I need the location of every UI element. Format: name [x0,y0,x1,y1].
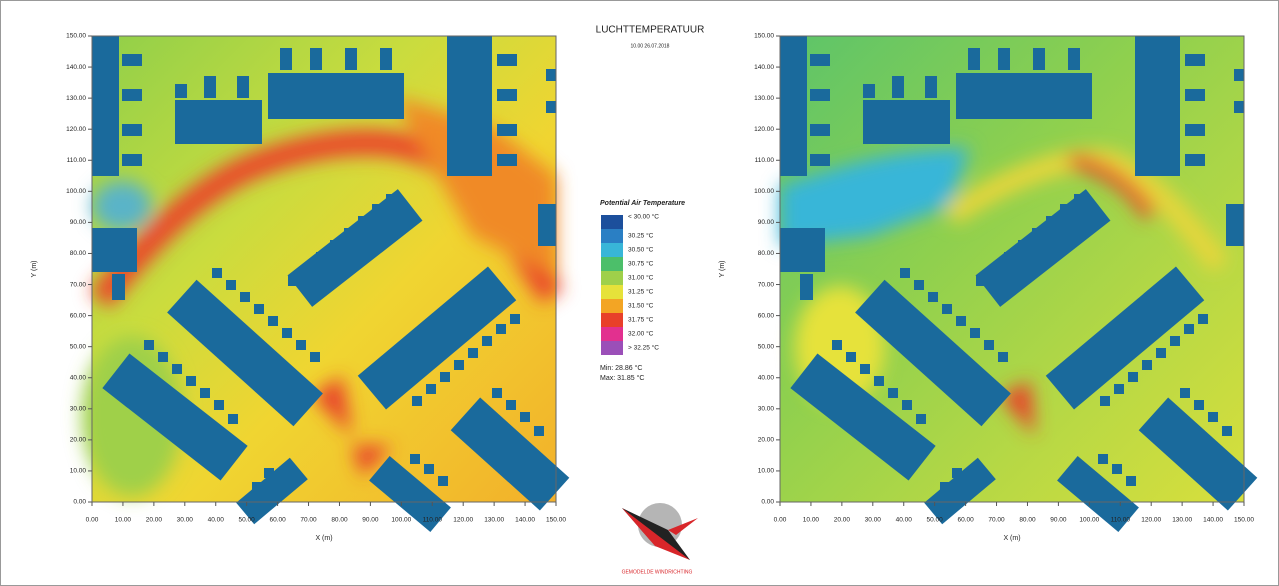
legend-label: 30.75 °C [628,260,654,268]
x-axis-label: X (m) [315,535,332,542]
x-tick-label: 20.00 [834,517,851,524]
y-axis-label: Y (m) [31,261,38,278]
x-tick-label: 110.00 [1111,517,1131,524]
x-tick-label: 120.00 [453,517,473,524]
y-tick-label: 110.00 [67,157,87,164]
y-tick-label: 100.00 [754,188,774,195]
legend-label: 30.50 °C [628,246,654,254]
x-tick-label: 140.00 [515,517,535,524]
x-tick-label: 100.00 [391,517,411,524]
x-tick-label: 140.00 [1203,517,1223,524]
y-tick-label: 30.00 [758,406,775,413]
y-tick-label: 80.00 [70,250,87,257]
y-tick-label: 90.00 [758,219,775,226]
y-tick-label: 120.00 [66,126,86,133]
legend-swatch [601,299,623,313]
legend-label: 31.50 °C [628,302,654,310]
y-tick-label: 110.00 [755,157,775,164]
y-tick-label: 10.00 [70,468,87,475]
y-tick-label: 60.00 [758,312,775,319]
x-tick-label: 100.00 [1079,517,1099,524]
y-tick-label: 60.00 [70,312,87,319]
x-tick-label: 40.00 [208,517,225,524]
y-tick-label: 130.00 [66,95,86,102]
legend-label: 31.75 °C [628,316,654,324]
y-tick-label: 90.00 [70,219,87,226]
x-tick-label: 60.00 [957,517,974,524]
legend-max: Max: 31.85 °C [600,374,644,382]
y-tick-label: 70.00 [758,281,775,288]
legend-swatch [601,215,623,229]
y-tick-label: 40.00 [758,374,775,381]
legend-label: > 32.25 °C [628,344,659,352]
x-tick-label: 50.00 [239,517,256,524]
legend-swatch [601,271,623,285]
y-tick-label: 20.00 [758,437,775,444]
title: LUCHTTEMPERATUUR [596,25,705,36]
y-tick-label: 120.00 [754,126,774,133]
y-tick-label: 0.00 [73,499,86,506]
legend-swatch [601,313,623,327]
y-tick-label: 40.00 [70,374,87,381]
heat-map [82,36,569,532]
x-tick-label: 110.00 [423,517,443,524]
y-axis-label: Y (m) [719,261,726,278]
x-tick-label: 10.00 [803,517,820,524]
y-tick-label: 0.00 [761,499,774,506]
y-tick-label: 80.00 [758,250,775,257]
legend-label: 30.25 °C [628,232,654,240]
subtitle: 10.00 26.07.2018 [631,43,670,49]
x-tick-label: 70.00 [988,517,1005,524]
y-tick-label: 100.00 [66,188,86,195]
x-tick-label: 130.00 [1172,517,1192,524]
x-tick-label: 60.00 [269,517,286,524]
legend-label: 31.00 °C [628,274,654,282]
y-tick-label: 150.00 [754,33,774,40]
x-axis-label: X (m) [1003,535,1020,542]
legend-swatch [601,229,623,243]
x-tick-label: 80.00 [1019,517,1036,524]
x-tick-label: 80.00 [331,517,348,524]
y-tick-label: 140.00 [66,64,86,71]
legend-min: Min: 28.86 °C [600,364,643,372]
x-tick-label: 90.00 [1050,517,1067,524]
legend-swatch [601,257,623,271]
legend-label: < 30.00 °C [628,213,659,221]
legend-swatch [601,243,623,257]
x-tick-label: 30.00 [177,517,194,524]
x-tick-label: 50.00 [927,517,944,524]
y-tick-label: 50.00 [758,343,775,350]
legend-label: 32.00 °C [628,330,654,338]
x-tick-label: 10.00 [115,517,132,524]
y-tick-label: 140.00 [754,64,774,71]
x-tick-label: 130.00 [484,517,504,524]
x-tick-label: 70.00 [300,517,317,524]
y-tick-label: 20.00 [70,437,87,444]
x-tick-label: 40.00 [896,517,913,524]
x-tick-label: 150.00 [546,517,566,524]
x-tick-label: 0.00 [86,517,99,524]
legend-label: 31.25 °C [628,288,654,296]
legend-swatch [601,341,623,355]
legend-swatch [601,285,623,299]
logo-caption: GEMODELDE WINDRICHTING [622,569,693,575]
legend-swatch [601,327,623,341]
y-tick-label: 130.00 [754,95,774,102]
page: LUCHTTEMPERATUUR 10.00 26.07.2018 Potent… [0,0,1279,586]
y-tick-label: 70.00 [70,281,87,288]
y-tick-label: 50.00 [70,343,87,350]
x-tick-label: 90.00 [362,517,379,524]
legend-title: Potential Air Temperature [600,200,685,207]
x-tick-label: 0.00 [774,517,787,524]
y-tick-label: 10.00 [758,468,775,475]
x-tick-label: 30.00 [865,517,882,524]
x-tick-label: 20.00 [146,517,163,524]
x-tick-label: 150.00 [1234,517,1254,524]
y-tick-label: 150.00 [66,33,86,40]
x-tick-label: 120.00 [1141,517,1161,524]
heat-map [780,36,1257,532]
y-tick-label: 30.00 [70,406,87,413]
